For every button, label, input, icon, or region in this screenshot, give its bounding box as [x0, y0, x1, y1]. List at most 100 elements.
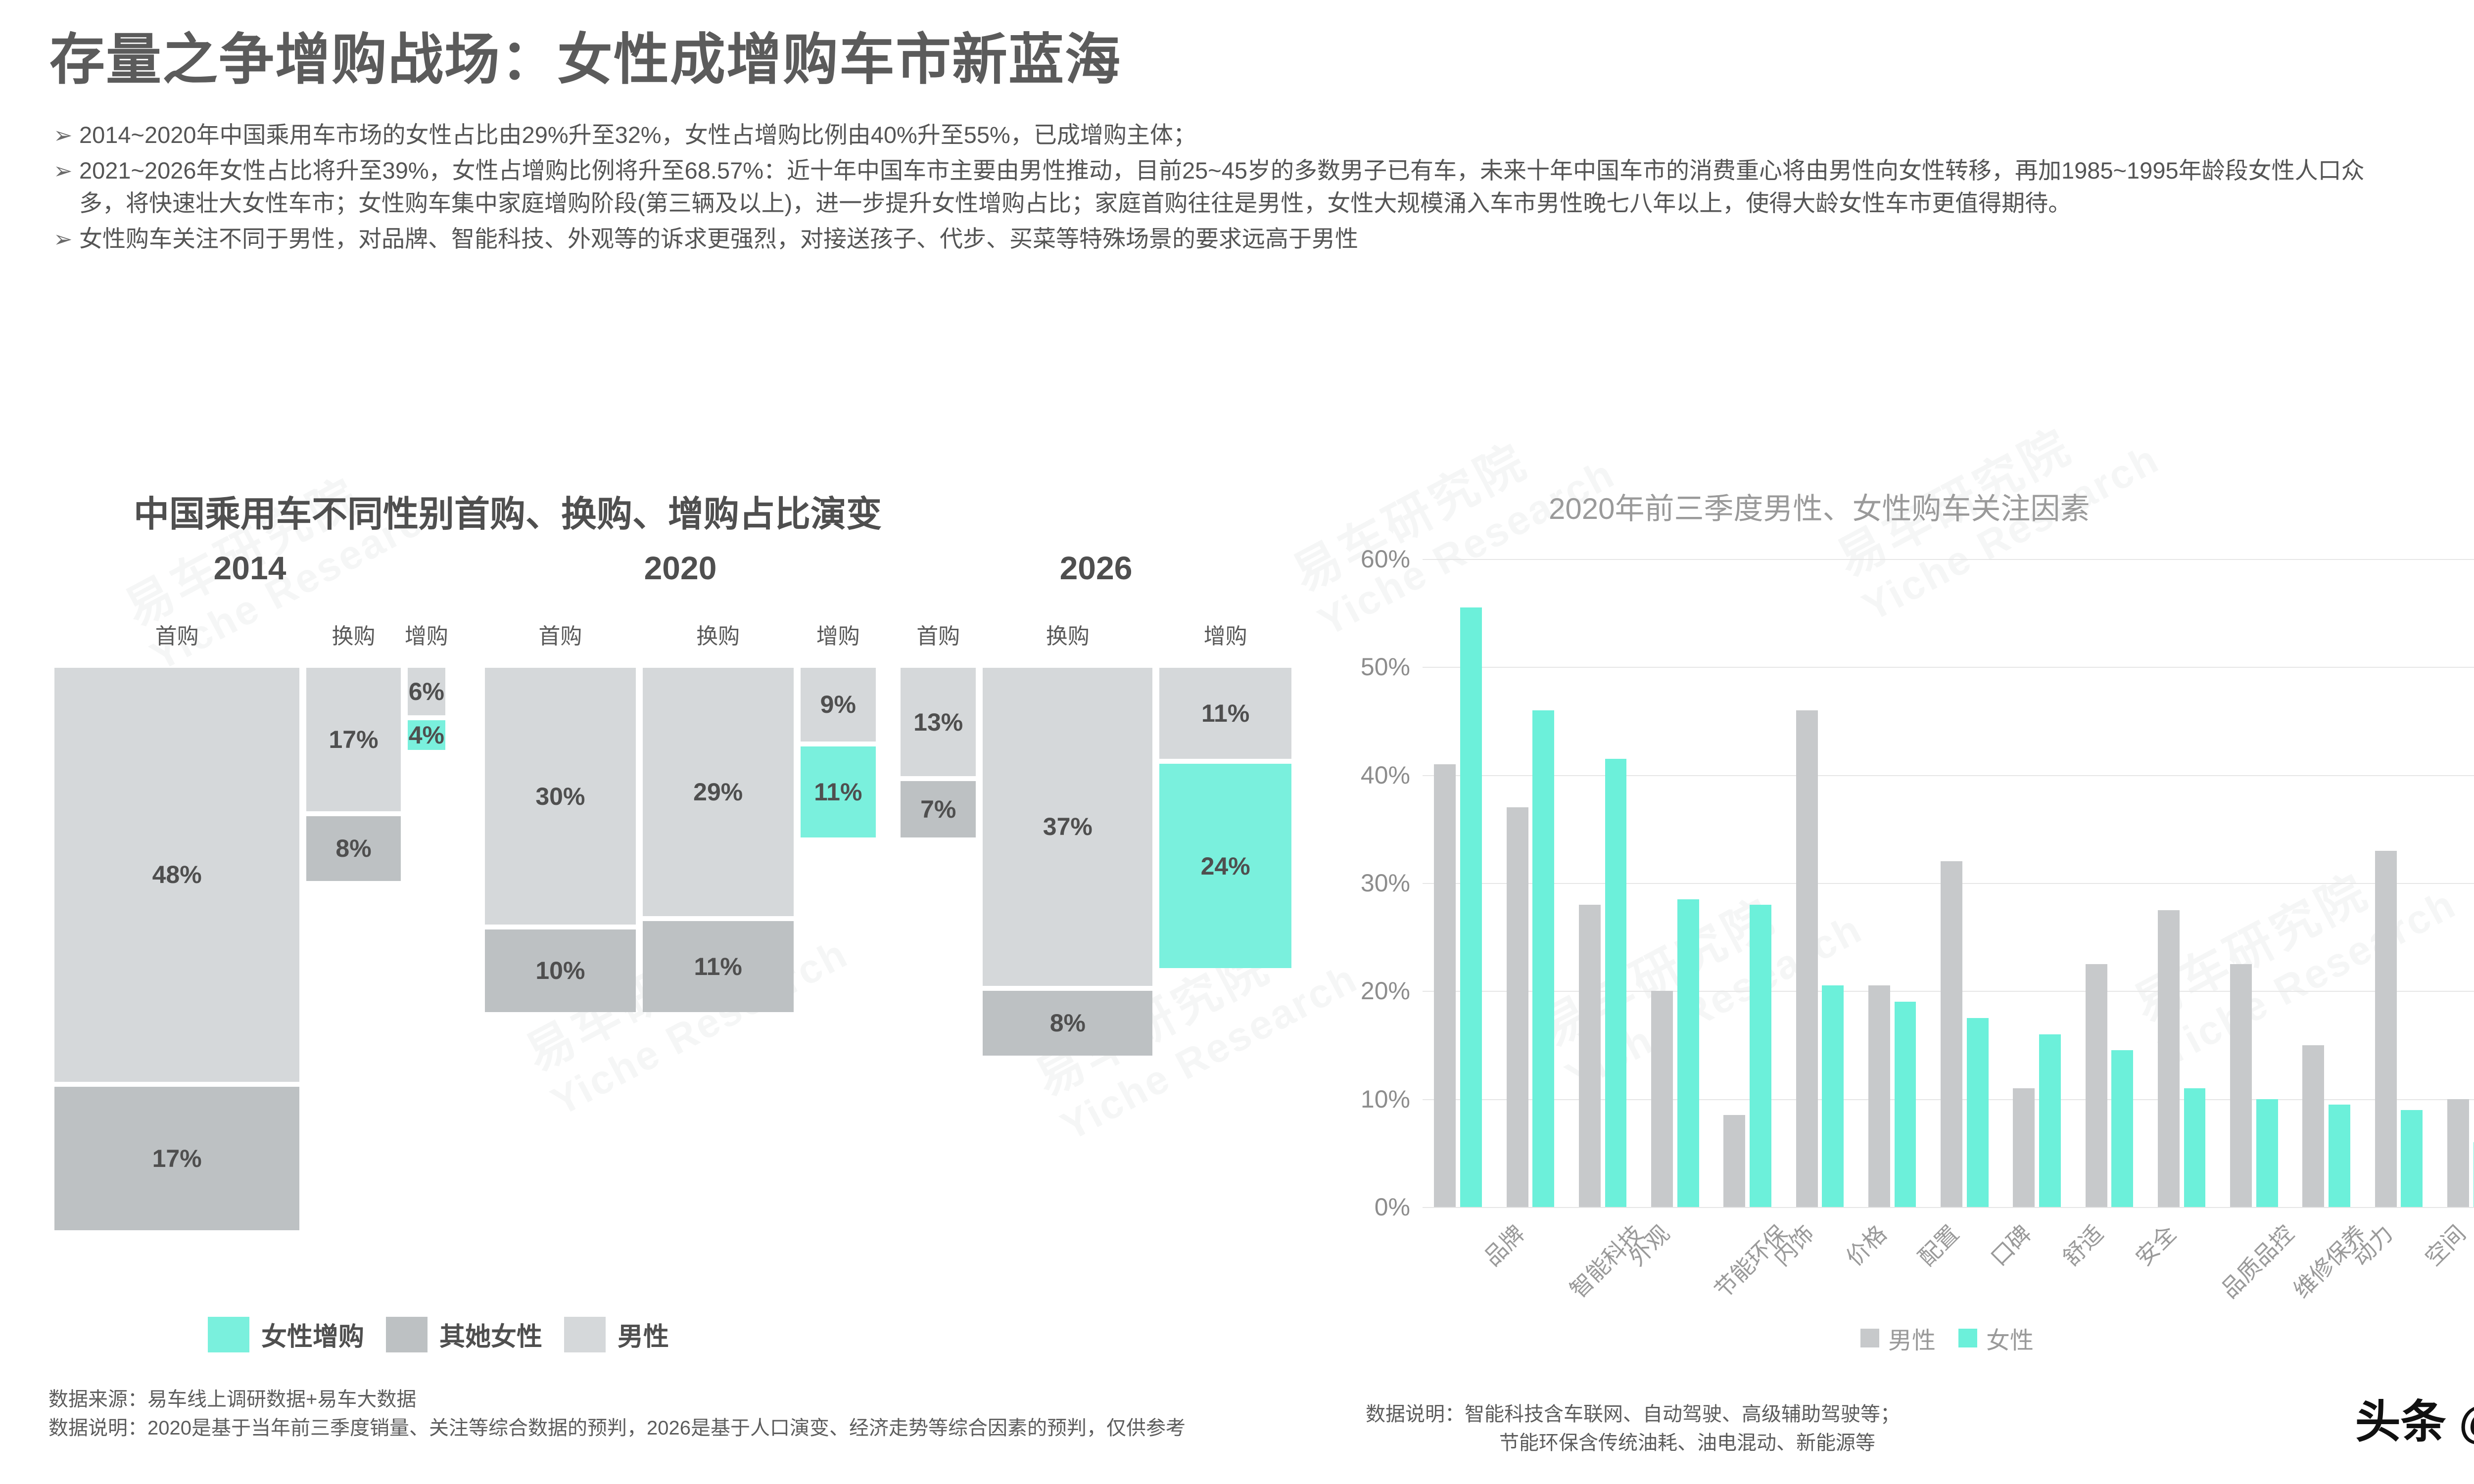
bar-female	[2401, 1110, 2423, 1207]
legend-item[interactable]: 女性	[1958, 1321, 2034, 1355]
bar-male	[2157, 910, 2180, 1207]
mekko-segment-value: 10%	[535, 957, 585, 985]
mekko-segment-other-female: 8%	[306, 816, 401, 881]
legend-item[interactable]: 女性增购	[208, 1316, 364, 1353]
bar-male	[1434, 764, 1456, 1207]
bar-chart-legend: 男性 女性	[1860, 1321, 2034, 1355]
mekko-segment-female-add: 24%	[1159, 764, 1291, 969]
legend-swatch	[208, 1316, 249, 1352]
bar-female	[1677, 899, 1699, 1207]
mekko-group-label: 首购	[916, 624, 960, 649]
gridline	[1423, 559, 2474, 560]
bar-chart-panel: 2020年前三季度男性、女性购车关注因素 0% 10% 20% 30% 40% 50% 60…	[1336, 485, 2474, 1415]
bar-male	[1578, 904, 1601, 1207]
bullet-arrow-icon: ➢	[53, 122, 73, 148]
mekko-segment-value: 11%	[694, 952, 742, 980]
bar-female	[1750, 904, 1771, 1207]
legend-swatch	[386, 1316, 428, 1352]
mekko-segment-value: 17%	[152, 1144, 202, 1172]
mekko-year-label: 2014	[213, 550, 286, 586]
x-axis-tick-label: 舒适	[2058, 1220, 2109, 1271]
mekko-legend: 女性增购 其她女性 男性	[208, 1316, 669, 1353]
mekko-column: 6% 4%	[407, 668, 445, 1296]
y-axis-tick-label: 40%	[1360, 761, 1410, 789]
legend-label: 男性	[1888, 1328, 1936, 1354]
bar-plot-area: 0% 10% 20% 30% 40% 50% 60% 品牌 智能科技 外观 节能环保 内饰 价格 配置 口碑…	[1361, 545, 2474, 1303]
bar-female	[1532, 710, 1555, 1207]
mekko-segment-male: 29%	[642, 668, 794, 916]
mekko-segment-value: 11%	[1201, 699, 1250, 727]
y-axis-tick-label: 50%	[1360, 653, 1410, 681]
page-title: 存量之争增购战场：女性成增购车市新蓝海	[49, 29, 1121, 91]
bar-male	[2085, 964, 2107, 1207]
x-axis-tick-label: 品牌	[1479, 1220, 1530, 1271]
mekko-group-label: 增购	[816, 624, 860, 649]
y-axis-tick-label: 60%	[1360, 545, 1410, 573]
mekko-column: 11% 24%	[1159, 668, 1291, 1296]
mekko-segment-female-add: 4%	[407, 720, 445, 750]
mekko-group-labels: 首购 换购 增购 首购 换购 增购 首购 换购 增购	[45, 618, 1311, 653]
mekko-group-label: 首购	[155, 624, 199, 649]
mekko-column: 37% 8%	[983, 668, 1153, 1296]
bar-group: 空间	[2363, 559, 2471, 1271]
bar-female	[2184, 1088, 2206, 1207]
bar-group: 动力	[2291, 559, 2398, 1271]
bar-group: 内饰	[1712, 559, 1819, 1271]
bullet-text: 2021~2026年女性占比将升至39%，女性占增购比例将升至68.57%：近十…	[79, 157, 2365, 216]
mekko-segment-value: 8%	[335, 835, 372, 863]
left-data-note: 数据说明：2020是基于当年前三季度销量、关注等综合数据的预判，2026是基于人…	[48, 1417, 1186, 1439]
mekko-segment-value: 11%	[814, 778, 862, 806]
bar-male	[2302, 1045, 2325, 1207]
mekko-segment-male: 37%	[983, 668, 1153, 986]
mekko-column: 48% 17%	[54, 668, 300, 1296]
bullet-arrow-icon: ➢	[53, 158, 73, 184]
mekko-segment-other-female: 10%	[485, 929, 636, 1012]
mekko-segment-male: 11%	[1159, 668, 1291, 759]
bar-male	[1941, 861, 1963, 1207]
legend-item[interactable]: 其她女性	[386, 1316, 542, 1353]
y-axis-tick-label: 20%	[1360, 977, 1410, 1005]
bar-female	[1460, 607, 1482, 1207]
bar-male	[1796, 710, 1818, 1207]
mekko-segment-other-female: 7%	[901, 781, 976, 837]
mekko-chart-panel: 中国乘用车不同性别首购、换购、增购占比演变 2014 2020 2026 首购 换购 增…	[45, 475, 1311, 1444]
bar-female	[1605, 758, 1627, 1207]
mekko-segment-male: 17%	[306, 668, 401, 811]
x-axis-tick-label: 口碑	[1986, 1220, 2037, 1271]
left-footnote: 数据来源：易车线上调研数据+易车大数据 数据说明：2020是基于当年前三季度销量…	[48, 1385, 1315, 1442]
legend-label: 女性	[1986, 1328, 2034, 1354]
right-data-note-line2: 节能环保含传统油耗、油电混动、新能源等	[1499, 1432, 1875, 1454]
mekko-group-label: 增购	[1203, 624, 1247, 649]
mekko-segment-male: 9%	[800, 668, 876, 742]
bar-chart-title: 2020年前三季度男性、女性购车关注因素	[1549, 492, 2090, 525]
bar-female	[1894, 1002, 1916, 1207]
mekko-column: 13% 7%	[901, 668, 976, 1296]
left-data-source: 数据来源：易车线上调研数据+易车大数据	[48, 1389, 417, 1410]
mekko-segment-value: 13%	[913, 708, 963, 736]
mekko-plot-area: 48% 17% 17% 8% 6% 4% 30% 10% 29% 11% 9% 11% 13% 7% 37%…	[45, 668, 1311, 1296]
list-item: ➢ 2021~2026年女性占比将升至39%，女性占增购比例将升至68.57%：…	[53, 154, 2379, 220]
bar-male	[2230, 964, 2252, 1207]
bar-female	[1966, 1018, 1989, 1207]
bullet-list: ➢ 2014~2020年中国乘用车市场的女性占比由29%升至32%，女性占增购比…	[53, 119, 2379, 258]
mekko-segment-male: 6%	[407, 668, 445, 715]
bar-group: 品牌	[1423, 559, 1529, 1271]
legend-item[interactable]: 男性	[1860, 1321, 1936, 1355]
x-axis-tick-label: 空间	[2420, 1220, 2471, 1271]
mekko-year-label: 2020	[644, 550, 717, 586]
mekko-segment-other-female: 8%	[983, 990, 1153, 1056]
mekko-segment-male: 48%	[54, 668, 300, 1082]
legend-item[interactable]: 男性	[564, 1316, 669, 1353]
x-axis-tick-label: 价格	[1841, 1220, 1892, 1271]
bar-group: 品质品控	[2146, 559, 2299, 1303]
mekko-group-label: 增购	[404, 624, 448, 649]
bar-group: 价格	[1784, 559, 1892, 1271]
mekko-segment-value: 4%	[408, 721, 445, 749]
mekko-group-label: 换购	[1046, 624, 1090, 649]
bar-female	[2111, 1050, 2134, 1207]
x-axis-tick-label: 配置	[1913, 1220, 1964, 1271]
bar-group: 配置	[1857, 559, 1964, 1271]
list-item: ➢ 女性购车关注不同于男性，对品牌、智能科技、外观等的诉求更强烈，对接送孩子、代…	[53, 223, 2379, 255]
bar-female	[2039, 1034, 2061, 1207]
mekko-segment-value: 29%	[693, 778, 743, 806]
